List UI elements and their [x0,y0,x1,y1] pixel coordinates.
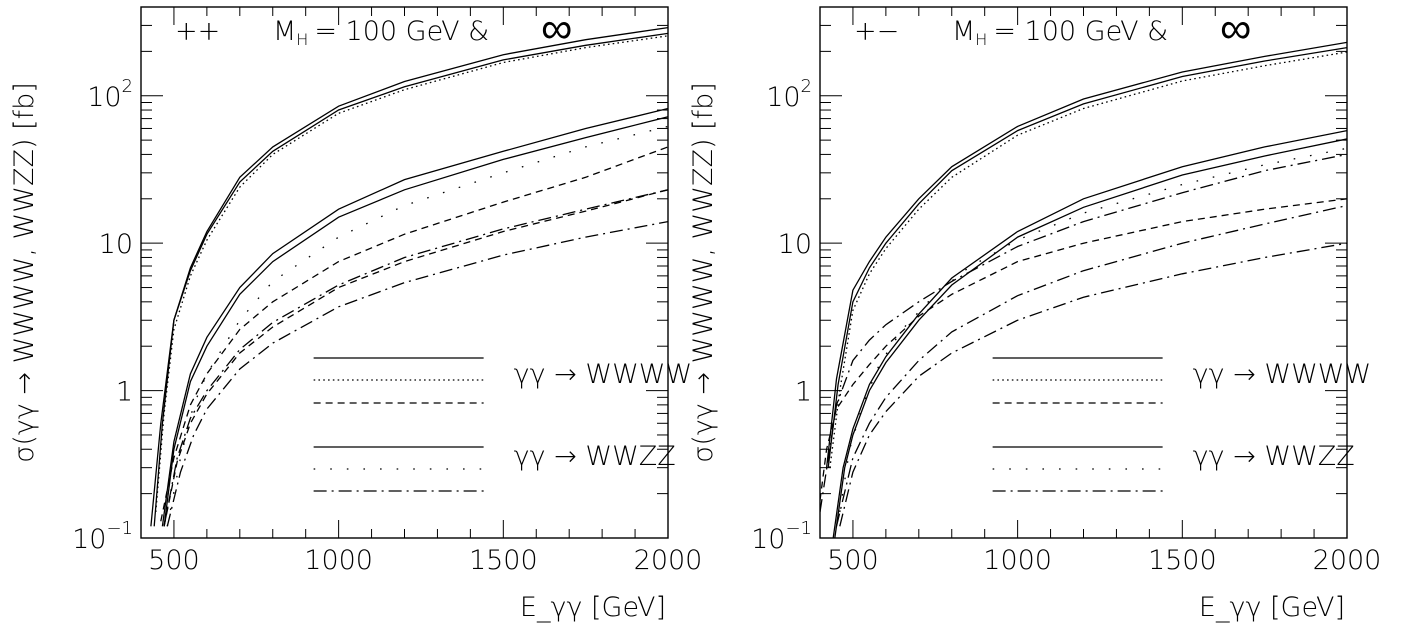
series-line-9 [835,204,1347,527]
y-tick-exponent: −1 [106,518,133,539]
x-tick-label: 1000 [983,545,1052,576]
y-tick-base: 10 [766,82,800,113]
y-tick-label: 10 [778,229,812,260]
legend-label: γγ → WWWW [514,359,693,390]
x-axis-label: E_γγ [GeV] [1199,592,1345,623]
y-tick-label: 10−1 [72,518,133,555]
legend-label: γγ → WWZZ [514,441,676,472]
mass-annotation: MH = 100 GeV & [273,16,489,49]
infinity-symbol: ∞ [541,3,572,54]
series-line-1 [825,41,1347,468]
series-line-5 [832,129,1347,538]
series-line-9 [163,189,668,527]
series-line-2 [827,46,1347,468]
mass-annotation: MH = 100 GeV & [952,16,1168,49]
series-line-3 [829,51,1347,468]
legend: γγ → WWWW γγ → WWZZ [992,357,1372,492]
mass-subscript: H [975,30,987,49]
legend: γγ → WWWW γγ → WWZZ [313,357,693,492]
x-axis-label: E_γγ [GeV] [520,592,666,623]
y-tick-label: 102 [87,76,133,113]
helicity-label: +− [854,16,899,47]
mass-symbol: M [273,16,296,47]
legend-label: γγ → WWZZ [1193,441,1355,472]
y-tick-base: 10 [87,82,121,113]
y-tick-exponent: 2 [801,76,812,97]
y-tick-base: 10 [778,229,812,260]
y-tick-label: 102 [766,76,812,113]
legend-label: γγ → WWWW [1193,359,1372,390]
x-tick-label: 1000 [304,545,373,576]
x-tick-label: 2000 [1313,545,1382,576]
series-line-10 [166,220,668,527]
y-axis-label: σ(γγ → WWWW, WWZZ) [fb] [688,82,719,463]
x-tick-label: 500 [148,545,200,576]
series-line-3 [155,35,668,513]
y-tick-label: 1 [116,377,133,408]
series-group [150,26,668,527]
y-tick-label: 1 [795,377,812,408]
y-tick-exponent: −1 [785,518,812,539]
y-tick-label: 10−1 [751,518,812,555]
x-tick-label: 1500 [1148,545,1217,576]
series-line-4 [820,198,1347,501]
series-line-4 [161,107,668,527]
mass-symbol: M [952,16,975,47]
plot-frame [140,6,669,539]
series-line-6 [834,138,1347,538]
y-tick-base: 10 [99,229,133,260]
series-line-2 [153,32,668,527]
x-tick-label: 1500 [469,545,538,576]
y-tick-base: 10 [751,524,785,555]
y-tick-base: 10 [72,524,106,555]
series-line-5 [163,116,668,527]
y-axis-label: σ(γγ → WWWW, WWZZ) [fb] [9,82,40,463]
infinity-symbol: ∞ [1220,3,1251,54]
plot-frame [819,6,1348,539]
helicity-label: ++ [175,16,220,47]
mass-value: = 100 GeV & [314,16,489,47]
y-tick-base: 1 [116,377,133,408]
x-tick-label: 500 [827,545,879,576]
series-line-7 [160,146,668,522]
x-tick-label: 2000 [634,545,703,576]
mass-value: = 100 GeV & [993,16,1168,47]
mass-subscript: H [296,30,308,49]
y-tick-exponent: 2 [122,76,133,97]
series-group [820,41,1347,538]
y-tick-base: 1 [795,377,812,408]
y-tick-label: 10 [99,229,133,260]
series-line-10 [839,242,1347,527]
